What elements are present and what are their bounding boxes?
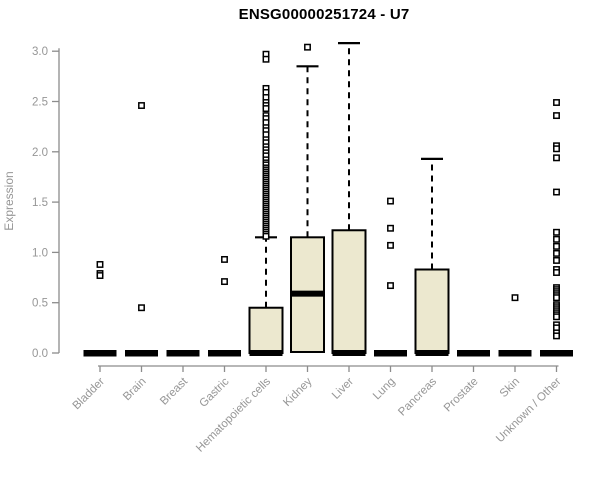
outlier-point-unknown-other bbox=[553, 313, 560, 321]
x-category-label: Kidney bbox=[281, 375, 315, 409]
outlier-point-unknown-other bbox=[553, 249, 560, 257]
y-tick-label: 3.0 bbox=[32, 46, 48, 58]
y-tick-label: 0.5 bbox=[32, 298, 48, 310]
outlier-point-brain bbox=[138, 102, 145, 109]
x-category-label: Bladder bbox=[71, 376, 108, 413]
outlier-point-unknown-other bbox=[553, 332, 560, 340]
x-category-label: Brain bbox=[121, 376, 148, 403]
outlier-point-bladder bbox=[96, 261, 104, 268]
y-tick-label: 0.0 bbox=[32, 348, 48, 360]
y-tick-label: 2.0 bbox=[32, 147, 48, 159]
outlier-point-unknown-other bbox=[553, 188, 560, 196]
outlier-point-skin bbox=[511, 294, 519, 302]
outlier-point-hematopoietic-cells bbox=[262, 105, 270, 112]
x-category-label: Prostate bbox=[442, 376, 481, 415]
x-category-label: Pancreas bbox=[396, 375, 439, 418]
y-tick-label: 2.5 bbox=[32, 97, 48, 109]
median-kidney bbox=[291, 290, 324, 297]
median-pancreas bbox=[415, 350, 449, 356]
x-category-label: Hematopoietic cells bbox=[194, 375, 273, 454]
x-category-label: Skin bbox=[498, 376, 522, 400]
median-liver bbox=[332, 350, 366, 356]
outlier-point-unknown-other bbox=[553, 112, 560, 120]
outlier-point-unknown-other bbox=[553, 99, 560, 106]
chart-title: ENSG00000251724 - U7 bbox=[238, 6, 410, 23]
x-category-label: Gastric bbox=[197, 375, 231, 409]
outlier-point-unknown-other bbox=[553, 145, 560, 153]
outlier-point-lung bbox=[387, 224, 394, 232]
box-flat-breast bbox=[166, 350, 200, 357]
outlier-point-unknown-other bbox=[553, 235, 560, 243]
x-category-label: Lung bbox=[371, 376, 398, 403]
outlier-point-hematopoietic-cells bbox=[262, 232, 270, 240]
outlier-point-gastric bbox=[221, 255, 228, 263]
box-pancreas bbox=[414, 268, 450, 355]
outlier-point-unknown-other bbox=[553, 256, 560, 264]
box-flat-lung bbox=[374, 350, 407, 357]
box-liver bbox=[331, 229, 367, 355]
x-category-label: Liver bbox=[330, 376, 356, 402]
outlier-point-gastric bbox=[221, 278, 228, 286]
box-flat-unknown-other bbox=[540, 350, 573, 357]
outlier-point-kidney bbox=[304, 43, 311, 51]
outlier-point-unknown-other bbox=[553, 228, 560, 236]
outlier-point-unknown-other bbox=[553, 154, 560, 162]
y-tick-label: 1.5 bbox=[32, 197, 48, 209]
box-flat-skin bbox=[498, 350, 532, 357]
box-flat-prostate bbox=[457, 350, 490, 357]
box-hematopoietic-cells bbox=[248, 306, 284, 355]
box-flat-gastric bbox=[208, 350, 241, 357]
box-flat-bladder bbox=[83, 350, 117, 357]
outlier-point-hematopoietic-cells bbox=[262, 55, 270, 63]
outlier-point-unknown-other bbox=[553, 242, 560, 250]
outlier-point-brain bbox=[138, 304, 145, 312]
outlier-point-unknown-other bbox=[553, 269, 560, 276]
y-tick-label: 1.0 bbox=[32, 247, 48, 259]
outlier-point-unknown-other bbox=[553, 294, 560, 302]
x-category-label: Breast bbox=[158, 375, 191, 408]
outlier-point-bladder bbox=[96, 272, 104, 279]
outlier-point-lung bbox=[387, 197, 394, 205]
outlier-point-lung bbox=[387, 241, 394, 249]
outlier-point-lung bbox=[387, 282, 394, 290]
box-flat-brain bbox=[125, 350, 158, 357]
median-hematopoietic-cells bbox=[249, 350, 283, 356]
